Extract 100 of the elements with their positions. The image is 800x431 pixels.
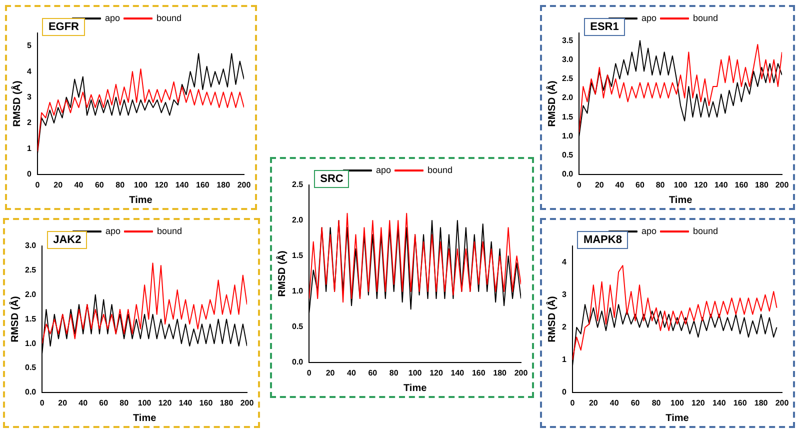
y-axis-title: RMSD (Å) bbox=[546, 80, 558, 127]
x-tick-label: 200 bbox=[240, 398, 254, 408]
x-tick-label: 80 bbox=[120, 398, 130, 408]
chart-title: JAK2 bbox=[47, 231, 88, 249]
y-tick-label: 3 bbox=[26, 92, 32, 102]
y-tick-label: 2.0 bbox=[292, 216, 304, 225]
y-axis-title: RMSD (Å) bbox=[10, 80, 23, 127]
x-tick-label: 60 bbox=[368, 368, 378, 378]
y-tick-label: 0.5 bbox=[24, 363, 37, 372]
y-tick-label: 5 bbox=[26, 41, 32, 50]
x-tick-label: 180 bbox=[754, 398, 768, 408]
x-tick-label: 40 bbox=[347, 368, 356, 378]
legend-label: bound bbox=[427, 164, 453, 175]
y-tick-label: 1.0 bbox=[562, 131, 574, 140]
x-tick-label: 40 bbox=[78, 398, 88, 408]
x-tick-label: 40 bbox=[610, 398, 620, 408]
y-tick-label: 1 bbox=[26, 144, 32, 153]
legend-label: apo bbox=[105, 226, 121, 236]
y-tick-label: 0.5 bbox=[562, 150, 574, 160]
legend-label: bound bbox=[692, 226, 718, 236]
x-tick-label: 100 bbox=[674, 180, 688, 190]
x-tick-label: 100 bbox=[408, 368, 422, 378]
x-axis-title: Time bbox=[668, 194, 693, 206]
y-tick-label: 4 bbox=[26, 66, 32, 76]
x-tick-label: 20 bbox=[594, 180, 604, 190]
x-tick-label: 200 bbox=[775, 180, 790, 190]
y-axis-title: RMSD (Å) bbox=[546, 296, 558, 342]
chart-title: MAPK8 bbox=[577, 231, 628, 249]
y-tick-label: 3.5 bbox=[562, 36, 574, 45]
x-tick-label: 0 bbox=[576, 180, 582, 190]
legend-label: apo bbox=[641, 12, 657, 23]
x-tick-label: 40 bbox=[74, 180, 84, 190]
y-tick-label: 3 bbox=[562, 290, 567, 300]
x-tick-label: 120 bbox=[692, 398, 706, 408]
y-tick-label: 0.0 bbox=[562, 170, 574, 179]
x-tick-label: 60 bbox=[636, 180, 645, 190]
y-tick-label: 3.0 bbox=[562, 54, 574, 64]
x-tick-label: 160 bbox=[199, 398, 214, 408]
chart-title: SRC bbox=[314, 170, 350, 188]
x-tick-label: 160 bbox=[472, 368, 486, 378]
x-tick-label: 200 bbox=[514, 368, 528, 378]
chart-title: ESR1 bbox=[584, 18, 625, 36]
y-tick-label: 3.0 bbox=[24, 241, 37, 250]
x-tick-label: 160 bbox=[733, 398, 748, 408]
x-tick-label: 80 bbox=[656, 180, 666, 190]
x-tick-label: 60 bbox=[630, 398, 640, 408]
y-tick-label: 2.5 bbox=[292, 180, 304, 190]
x-axis-title: Time bbox=[403, 382, 428, 394]
y-tick-label: 0 bbox=[26, 170, 32, 179]
x-tick-label: 20 bbox=[326, 368, 336, 378]
x-tick-label: 100 bbox=[138, 398, 152, 408]
x-axis-title: Time bbox=[666, 412, 690, 424]
x-tick-label: 120 bbox=[154, 180, 169, 190]
y-tick-label: 1.5 bbox=[24, 314, 37, 324]
legend-label: apo bbox=[104, 12, 120, 23]
x-tick-label: 0 bbox=[306, 368, 312, 378]
x-tick-label: 60 bbox=[94, 180, 104, 190]
y-tick-label: 2 bbox=[562, 322, 567, 332]
x-tick-label: 140 bbox=[714, 180, 728, 190]
x-tick-label: 160 bbox=[734, 180, 749, 190]
x-tick-label: 140 bbox=[175, 180, 190, 190]
y-tick-label: 0.0 bbox=[292, 358, 304, 367]
x-tick-label: 80 bbox=[389, 368, 399, 378]
y-tick-label: 1.5 bbox=[562, 112, 574, 122]
x-tick-label: 180 bbox=[216, 180, 231, 190]
x-tick-label: 120 bbox=[694, 180, 708, 190]
x-tick-label: 100 bbox=[134, 180, 148, 190]
y-tick-label: 0 bbox=[562, 388, 567, 397]
x-axis-title: Time bbox=[129, 194, 153, 206]
y-tick-label: 2.5 bbox=[562, 74, 574, 84]
x-tick-label: 80 bbox=[652, 398, 662, 408]
y-tick-label: 1.5 bbox=[292, 251, 304, 260]
y-tick-label: 2.0 bbox=[562, 93, 574, 102]
x-tick-label: 40 bbox=[615, 180, 625, 190]
legend-label: apo bbox=[641, 226, 657, 236]
y-tick-label: 2.0 bbox=[24, 290, 37, 300]
x-tick-label: 120 bbox=[158, 398, 172, 408]
y-tick-label: 1.0 bbox=[292, 286, 304, 296]
legend-label: bound bbox=[156, 12, 182, 23]
chart-title: EGFR bbox=[42, 18, 85, 36]
x-tick-label: 120 bbox=[430, 368, 444, 378]
legend-label: apo bbox=[376, 164, 392, 175]
x-axis-title: Time bbox=[132, 412, 157, 424]
x-tick-label: 20 bbox=[58, 398, 68, 408]
x-tick-label: 140 bbox=[712, 398, 726, 408]
y-axis-title: RMSD (Å) bbox=[276, 250, 288, 297]
y-tick-label: 0.5 bbox=[292, 322, 304, 332]
x-tick-label: 140 bbox=[450, 368, 465, 378]
y-axis-title: RMSD (Å) bbox=[8, 296, 21, 342]
x-tick-label: 200 bbox=[237, 180, 252, 190]
y-tick-label: 2 bbox=[26, 118, 32, 128]
y-tick-label: 2.5 bbox=[24, 266, 37, 275]
x-tick-label: 200 bbox=[775, 398, 790, 408]
x-tick-label: 60 bbox=[99, 398, 109, 408]
x-tick-label: 180 bbox=[493, 368, 508, 378]
y-tick-label: 1 bbox=[562, 355, 567, 364]
x-tick-label: 0 bbox=[40, 398, 45, 408]
x-tick-label: 100 bbox=[670, 398, 684, 408]
x-tick-label: 180 bbox=[220, 398, 234, 408]
x-tick-label: 140 bbox=[178, 398, 193, 408]
